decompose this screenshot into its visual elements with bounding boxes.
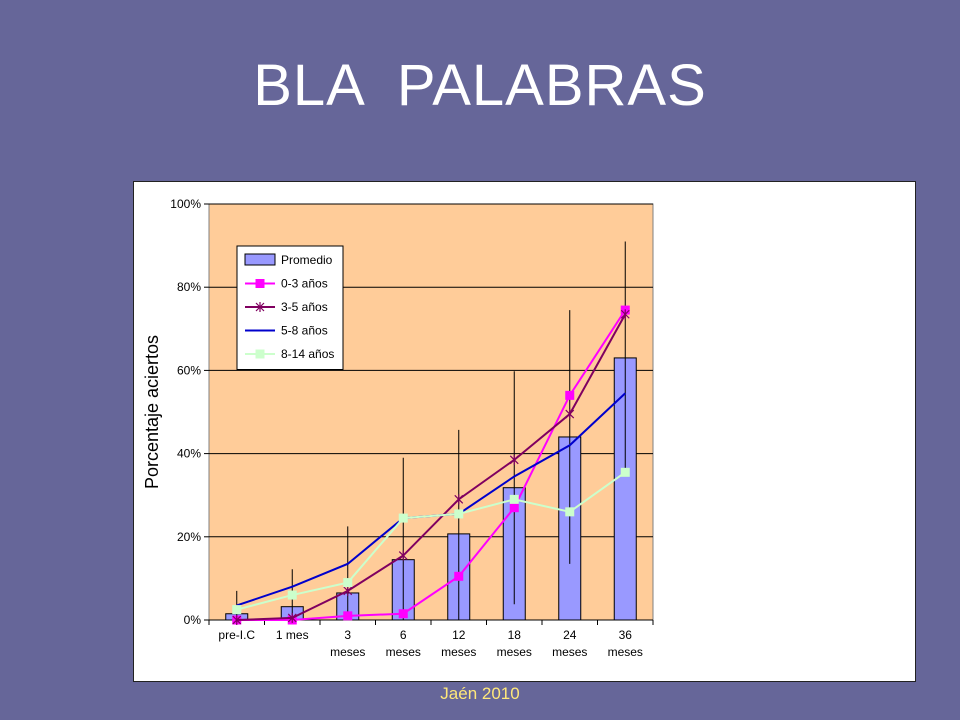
data-point	[255, 349, 265, 359]
data-point	[287, 612, 297, 623]
series-line	[236, 313, 627, 621]
data-point	[398, 513, 408, 523]
data-point	[565, 507, 575, 517]
legend-label: Promedio	[281, 253, 333, 267]
chart-svg: 0% 20% 40% 60% 80% 100% pre-I.C 1 mes 3 meses 6 mes…	[142, 197, 654, 659]
data-point	[287, 590, 297, 600]
y-tick-label: 40%	[177, 447, 201, 461]
chart-panel: 0% 20% 40% 60% 80% 100% pre-I.C 1 mes 3 meses 6 mes…	[133, 181, 916, 682]
data-point	[232, 615, 242, 625]
data-point	[343, 611, 353, 621]
x-tick-label: 3 meses	[330, 628, 365, 659]
legend-label: 0-3 años	[281, 277, 328, 291]
data-point	[620, 467, 630, 477]
legend-label: 3-5 años	[281, 300, 328, 314]
data-point	[509, 503, 519, 513]
legend-label: 8-14 años	[281, 347, 334, 361]
data-point	[454, 571, 464, 581]
legend-label: 5-8 años	[281, 324, 328, 338]
y-tick-label: 80%	[177, 280, 201, 294]
x-tick-label: 12 meses	[441, 628, 476, 659]
data-point	[255, 279, 265, 288]
data-point	[454, 509, 464, 519]
x-tick-label: 36 meses	[608, 628, 643, 659]
slide-title: BLA PALABRAS	[253, 53, 707, 118]
series-line	[236, 309, 627, 621]
legend-swatch	[244, 253, 276, 266]
y-tick-label: 60%	[177, 363, 201, 377]
series-line	[236, 471, 626, 611]
x-tick-label: 18 meses	[497, 628, 532, 659]
data-point	[398, 550, 408, 561]
data-point	[454, 494, 464, 505]
data-point	[398, 609, 408, 619]
data-point	[620, 309, 630, 320]
data-point	[565, 390, 575, 400]
data-point	[255, 302, 265, 312]
x-tick-label: 1 mes	[276, 628, 309, 642]
footer-text: Jaén 2010	[440, 684, 520, 703]
x-tick-label: 24 meses	[552, 628, 587, 659]
data-point	[509, 494, 519, 504]
data-point	[232, 605, 242, 615]
data-point	[509, 454, 519, 465]
data-point	[343, 578, 353, 588]
y-tick-label: 0%	[184, 613, 202, 627]
data-point	[343, 585, 353, 596]
y-tick-label: 100%	[170, 197, 201, 211]
data-point	[565, 409, 575, 420]
x-tick-label: 6 meses	[386, 628, 421, 659]
y-tick-label: 20%	[177, 530, 201, 544]
y-axis-label: Porcentaje aciertos	[142, 335, 162, 489]
x-tick-label: pre-I.C	[218, 628, 255, 642]
